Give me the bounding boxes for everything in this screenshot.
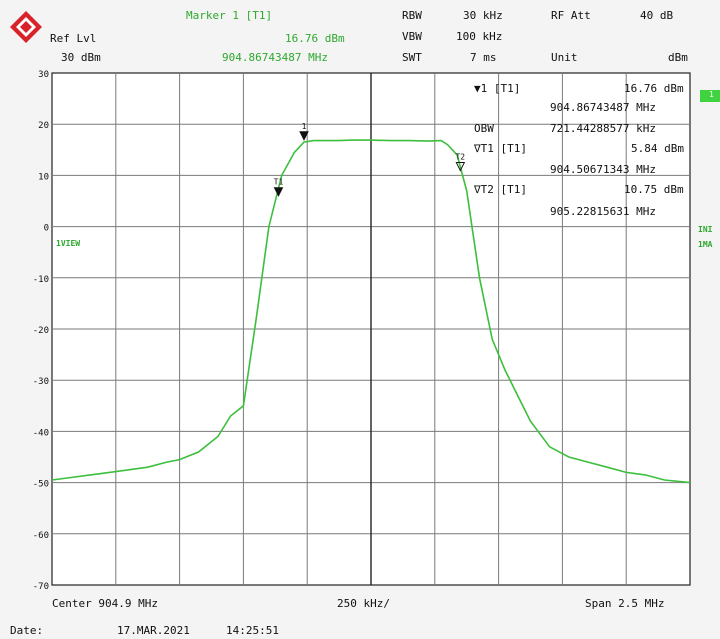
y-tick-label: 30 [38, 70, 49, 80]
marker-1-frequency: 904.86743487 MHz [550, 101, 656, 114]
trace-1 [51, 139, 691, 484]
time-value: 14:25:51 [226, 624, 279, 637]
marker-triangle-icon [455, 162, 466, 172]
y-tick-label: -10 [33, 275, 49, 285]
marker-title: Marker 1 [T1] [186, 9, 273, 22]
frequency-per-division: 250 kHz/ [337, 597, 390, 610]
marker-t1-label: T1 [T1] [480, 142, 527, 155]
vbw-label: VBW [402, 30, 422, 43]
obw-value: 721.44288577 kHz [550, 122, 656, 135]
unit-value: dBm [668, 51, 688, 64]
side-label-ini: INI [698, 225, 713, 234]
rf-att-value: 40 dB [640, 9, 674, 22]
y-tick-label: -30 [33, 377, 49, 387]
trace-label: 1VIEW [56, 239, 81, 248]
y-tick-label: 10 [38, 172, 49, 182]
y-tick-label: 0 [44, 224, 49, 234]
rf-att-label: RF Att [551, 9, 591, 22]
side-tab-a-label: 1 [709, 90, 714, 99]
unit-label: Unit [551, 51, 578, 64]
marker-t2-label: T2 [T1] [480, 183, 527, 196]
side-tab-a[interactable]: 1 [700, 90, 720, 102]
ref-level-label: Ref Lvl [50, 32, 97, 45]
trace-markers: 1 T1 T2 [273, 122, 466, 197]
marker-down-icon: ▼ [474, 82, 481, 95]
y-tick-labels: 30 20 10 0 -10 -20 -30 -40 -50 -60 -70 [33, 70, 49, 592]
trace-marker-t2: T2 [455, 153, 466, 172]
marker-level: 16.76 dBm [285, 32, 345, 45]
swt-value: 7 ms [470, 51, 497, 64]
y-tick-label: -70 [33, 582, 49, 592]
marker-t2-level: 10.75 dBm [624, 183, 684, 196]
marker-1-level: 16.76 dBm [624, 82, 684, 95]
ref-level-value: 30 dBm [61, 51, 101, 64]
marker-triangle-icon [299, 131, 309, 141]
rbw-label: RBW [402, 9, 422, 22]
marker-t2-frequency: 905.22815631 MHz [550, 205, 656, 218]
swt-label: SWT [402, 51, 422, 64]
y-tick-label: -50 [33, 480, 49, 490]
marker-t1-level: 5.84 dBm [631, 142, 684, 155]
plot-grid [51, 72, 691, 586]
trace-marker-1: 1 [299, 122, 309, 141]
marker-1-row: ▼1 [T1] [474, 82, 520, 95]
rbw-value: 30 kHz [463, 9, 503, 22]
marker-t1-frequency: 904.50671343 MHz [550, 163, 656, 176]
marker-label: 1 [302, 122, 307, 131]
y-tick-label: -20 [33, 326, 49, 336]
marker-t2-row: ∇T2 [T1] [474, 183, 527, 196]
y-tick-label: 20 [38, 121, 49, 131]
date-label: Date: [10, 624, 44, 637]
marker-frequency: 904.86743487 MHz [222, 51, 328, 64]
marker-t1-row: ∇T1 [T1] [474, 142, 527, 155]
marker-label: T2 [455, 153, 465, 162]
marker-delta-icon: ∇ [474, 142, 481, 155]
marker-delta-icon: ∇ [474, 183, 481, 196]
trace-marker-t1: T1 [273, 178, 284, 197]
brand-logo [10, 11, 42, 43]
obw-label: OBW [474, 122, 494, 135]
y-tick-label: -60 [33, 531, 49, 541]
marker-label: T1 [274, 178, 284, 187]
marker-1-label: 1 [T1] [480, 82, 521, 95]
marker-triangle-icon [273, 187, 284, 197]
date-value: 17.MAR.2021 [117, 624, 190, 637]
y-tick-label: -40 [33, 428, 49, 438]
vbw-value: 100 kHz [456, 30, 503, 43]
center-frequency: Center 904.9 MHz [52, 597, 158, 610]
span: Span 2.5 MHz [585, 597, 665, 610]
side-label-1ma: 1MA [698, 240, 713, 249]
